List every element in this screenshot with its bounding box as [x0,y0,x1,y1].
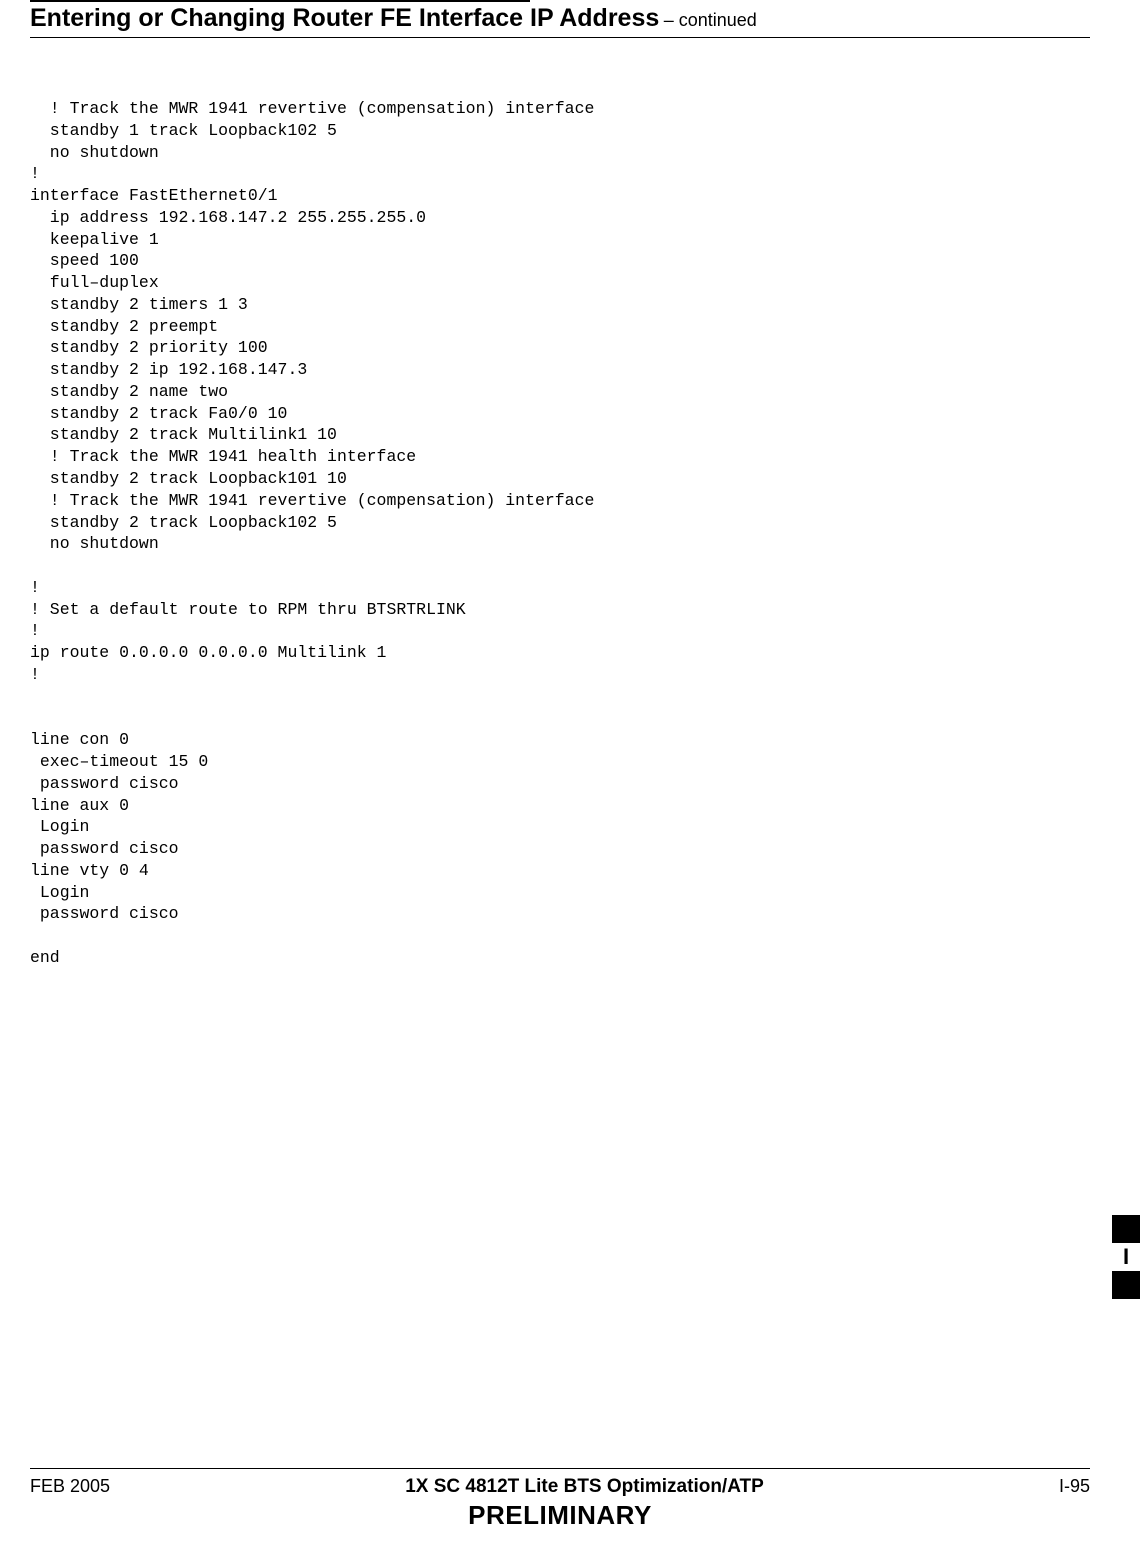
tab-letter: I [1112,1243,1140,1271]
top-rule [30,0,530,2]
config-code-block: ! Track the MWR 1941 revertive (compensa… [30,98,1090,969]
side-tab: I [1112,1215,1140,1299]
tab-block-bottom [1112,1271,1140,1299]
footer: FEB 2005 1X SC 4812T Lite BTS Optimizati… [30,1468,1090,1531]
footer-preliminary: PRELIMINARY [30,1500,1090,1531]
page-title-row: Entering or Changing Router FE Interface… [30,4,1090,38]
footer-doc-title: 1X SC 4812T Lite BTS Optimization/ATP [110,1476,1059,1498]
footer-rule [30,1468,1090,1470]
page: Entering or Changing Router FE Interface… [0,0,1140,1543]
tab-block-top [1112,1215,1140,1243]
footer-date: FEB 2005 [30,1476,110,1497]
page-title-continued: – continued [664,10,757,30]
page-title: Entering or Changing Router FE Interface… [30,4,659,32]
footer-row: FEB 2005 1X SC 4812T Lite BTS Optimizati… [30,1476,1090,1498]
footer-page-number: I-95 [1059,1476,1090,1497]
